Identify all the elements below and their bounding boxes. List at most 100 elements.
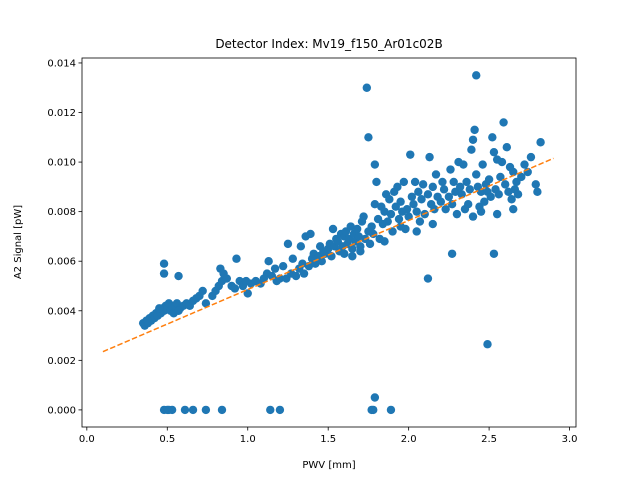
scatter-point <box>446 165 455 174</box>
scatter-point <box>526 152 536 162</box>
x-tick-label: 2.5 <box>481 434 497 445</box>
y-tick-label: 0.002 <box>47 356 76 367</box>
scatter-point <box>465 185 474 194</box>
scatter-point <box>306 229 315 239</box>
scatter-point <box>372 177 381 187</box>
scatter-point <box>428 182 437 192</box>
scatter-point <box>402 204 412 214</box>
scatter-point <box>386 209 396 219</box>
scatter-point <box>348 244 357 254</box>
scatter-point <box>362 83 372 92</box>
scatter-point <box>311 259 320 268</box>
scatter-point <box>155 304 164 313</box>
scatter-point <box>159 259 169 268</box>
scatter-point <box>509 167 518 177</box>
scatter-point <box>418 180 428 189</box>
scatter-point <box>396 222 405 231</box>
y-tick-label: 0.004 <box>47 306 76 317</box>
scatter-point <box>468 135 478 144</box>
scatter-point <box>370 393 380 402</box>
scatter-point <box>496 172 505 182</box>
scatter-point <box>328 224 338 234</box>
scatter-point <box>407 192 417 201</box>
scatter-point <box>370 200 380 209</box>
scatter-point <box>354 232 363 241</box>
scatter-point <box>409 200 418 209</box>
y-tick-label: 0.014 <box>47 58 76 69</box>
scatter-point <box>394 214 404 224</box>
scatter-point <box>270 264 280 273</box>
scatter-point <box>468 212 478 221</box>
scatter-point <box>299 269 309 278</box>
scatter-point <box>504 187 513 197</box>
fit-line <box>102 157 554 353</box>
scatter-point <box>275 405 285 415</box>
scatter-point <box>386 405 396 415</box>
scatter-point <box>470 125 479 135</box>
scatter-point <box>388 227 397 236</box>
scatter-point <box>417 195 426 204</box>
scatter-point <box>159 269 169 278</box>
scatter-point <box>198 286 207 296</box>
scatter-point <box>425 152 434 162</box>
scatter-point <box>478 160 487 169</box>
scatter-point <box>370 160 380 169</box>
scatter-point <box>399 177 409 187</box>
scatter-point <box>513 190 523 199</box>
scatter-point <box>167 405 177 415</box>
scatter-point <box>499 118 508 127</box>
scatter-point <box>484 175 494 184</box>
scatter-point <box>476 187 486 197</box>
x-axis-label: PWV [mm] <box>302 460 355 471</box>
scatter-point <box>520 160 529 169</box>
scatter-point <box>174 271 183 281</box>
scatter-point <box>494 190 503 199</box>
scatter-point <box>380 207 389 216</box>
scatter-point <box>410 177 420 187</box>
scatter-point <box>404 212 413 221</box>
axis-ticks: 0.0 0.5 1.0 1.5 2.0 2.5 3.0 0.000 0.002 0.004 0.00… <box>47 58 577 445</box>
scatter-point <box>414 187 423 197</box>
scatter-point <box>467 145 476 154</box>
scatter-point <box>396 197 405 206</box>
scatter-point <box>531 180 540 189</box>
scatter-point <box>447 200 457 209</box>
scatter-point <box>423 190 433 199</box>
scatter-point <box>383 217 392 226</box>
scatter-point <box>439 185 449 194</box>
scatter-point <box>533 187 542 197</box>
scatter-point <box>415 217 425 226</box>
scatter-point <box>500 180 510 189</box>
scatter-point <box>222 274 232 283</box>
scatter-point <box>174 306 183 315</box>
scatter-point <box>431 170 441 179</box>
x-tick-label: 3.0 <box>562 434 578 445</box>
chart-title: Detector Index: Mv19_f150_Ar01c02B <box>215 37 442 51</box>
axes-frame <box>81 57 577 428</box>
scatter-point <box>317 257 326 266</box>
plot-marks <box>102 71 554 415</box>
scatter-point <box>369 405 378 415</box>
scatter-point <box>298 259 307 268</box>
scatter-point <box>497 157 507 167</box>
scatter-point <box>483 340 492 349</box>
scatter-point <box>356 247 365 256</box>
scatter-point <box>288 254 297 263</box>
scatter-point <box>369 229 378 239</box>
y-tick-label: 0.012 <box>47 108 76 119</box>
scatter-point <box>517 172 526 182</box>
scatter-point <box>438 177 447 187</box>
scatter-point <box>365 239 375 249</box>
x-tick-label: 1.0 <box>240 434 256 445</box>
scatter-point <box>380 237 389 246</box>
x-tick-label: 1.5 <box>320 434 336 445</box>
scatter-point <box>436 197 446 206</box>
x-tick-label: 0.0 <box>79 434 95 445</box>
scatter-point <box>296 242 306 251</box>
scatter-point <box>492 209 502 219</box>
scatter-point <box>423 274 433 283</box>
y-axis-label: A2 Signal [pW] <box>13 205 24 279</box>
y-tick-label: 0.010 <box>47 158 76 169</box>
